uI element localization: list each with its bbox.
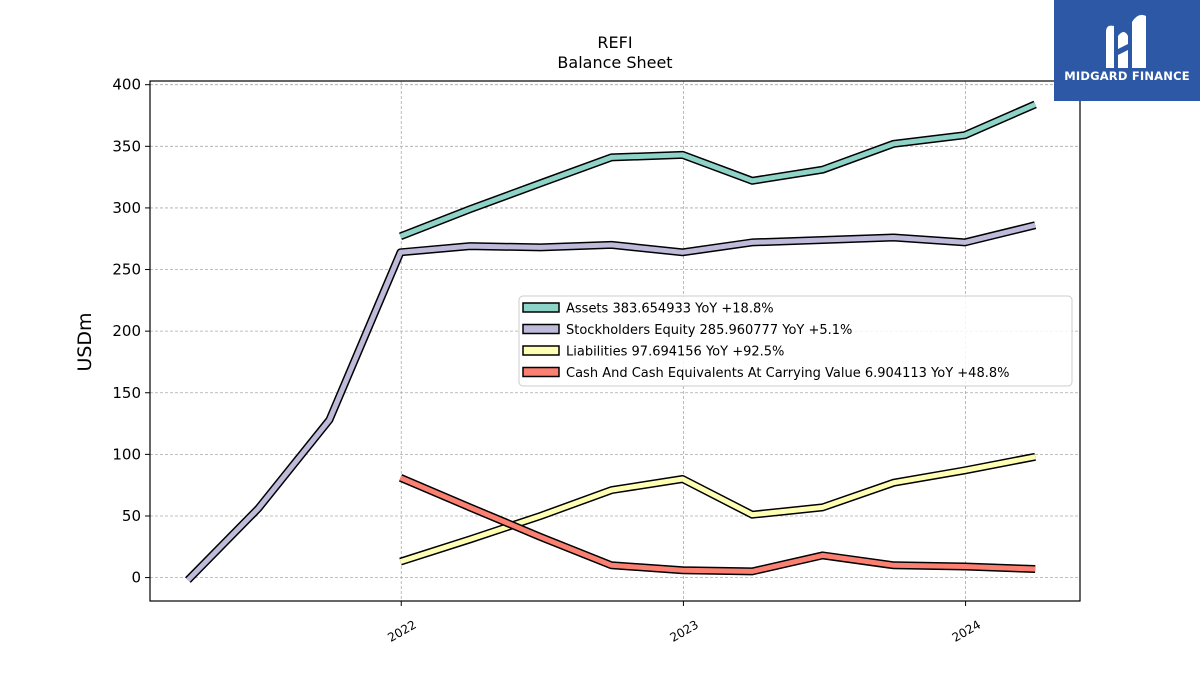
x-tick-label: 2023 [667,617,700,644]
series-line [399,454,1036,564]
series-line [399,475,1036,574]
chart-subtitle: Balance Sheet [557,53,672,72]
y-axis-ticks: 0 50 100 150 200 250 300 350 400 [112,76,150,587]
series-stockholders-equity [185,221,1037,583]
y-tick-label: 0 [131,569,141,587]
y-tick-label: 350 [112,137,141,155]
midgard-finance-logo: MIDGARD FINANCE [1054,0,1200,101]
logo-text: MIDGARD FINANCE [1064,69,1190,83]
series-liabilities [399,452,1036,566]
series-assets [399,100,1037,241]
series-cash-and-cash-equivalents-at-carrying-value [398,474,1036,576]
logo-mark-icon [1106,14,1146,69]
legend-swatch [522,323,560,335]
y-axis-label: USDm [74,312,96,371]
y-tick-label: 300 [112,199,141,217]
series-line [186,222,1036,582]
x-axis-ticks: 2022 2023 2024 [385,601,983,645]
x-tick-label: 2024 [950,617,983,644]
y-tick-label: 100 [112,445,141,463]
y-tick-label: 400 [112,76,141,94]
y-tick-label: 50 [122,507,141,525]
x-tick-label: 2022 [385,617,418,644]
legend-swatch [522,302,560,313]
y-tick-label: 250 [112,261,141,279]
legend-swatch [522,366,560,378]
legend-label: Assets 383.654933 YoY +18.8% [566,302,774,317]
legend-box [518,295,1073,387]
chart-title: REFI [597,33,632,52]
legend-label: Stockholders Equity 285.960777 YoY +5.1% [566,323,852,338]
legend-label: Liabilities 97.694156 YoY +92.5% [566,345,784,360]
legend-swatch [522,345,560,356]
series-outline [398,474,1036,576]
legend-item: Liabilities 97.694156 YoY +92.5% [522,345,784,360]
legend: Assets 383.654933 YoY +18.8% Stockholders… [518,295,1073,387]
series-lines [185,100,1037,583]
series-outline [185,221,1037,583]
plot-frame [149,80,1081,602]
legend-item: Assets 383.654933 YoY +18.8% [522,302,774,317]
legend-item: Stockholders Equity 285.960777 YoY +5.1% [522,323,852,338]
y-tick-label: 150 [112,384,141,402]
y-tick-label: 200 [112,322,141,340]
legend-label: Cash And Cash Equivalents At Carrying Va… [566,366,1009,381]
legend-item: Cash And Cash Equivalents At Carrying Va… [522,366,1009,381]
series-line [399,102,1037,239]
